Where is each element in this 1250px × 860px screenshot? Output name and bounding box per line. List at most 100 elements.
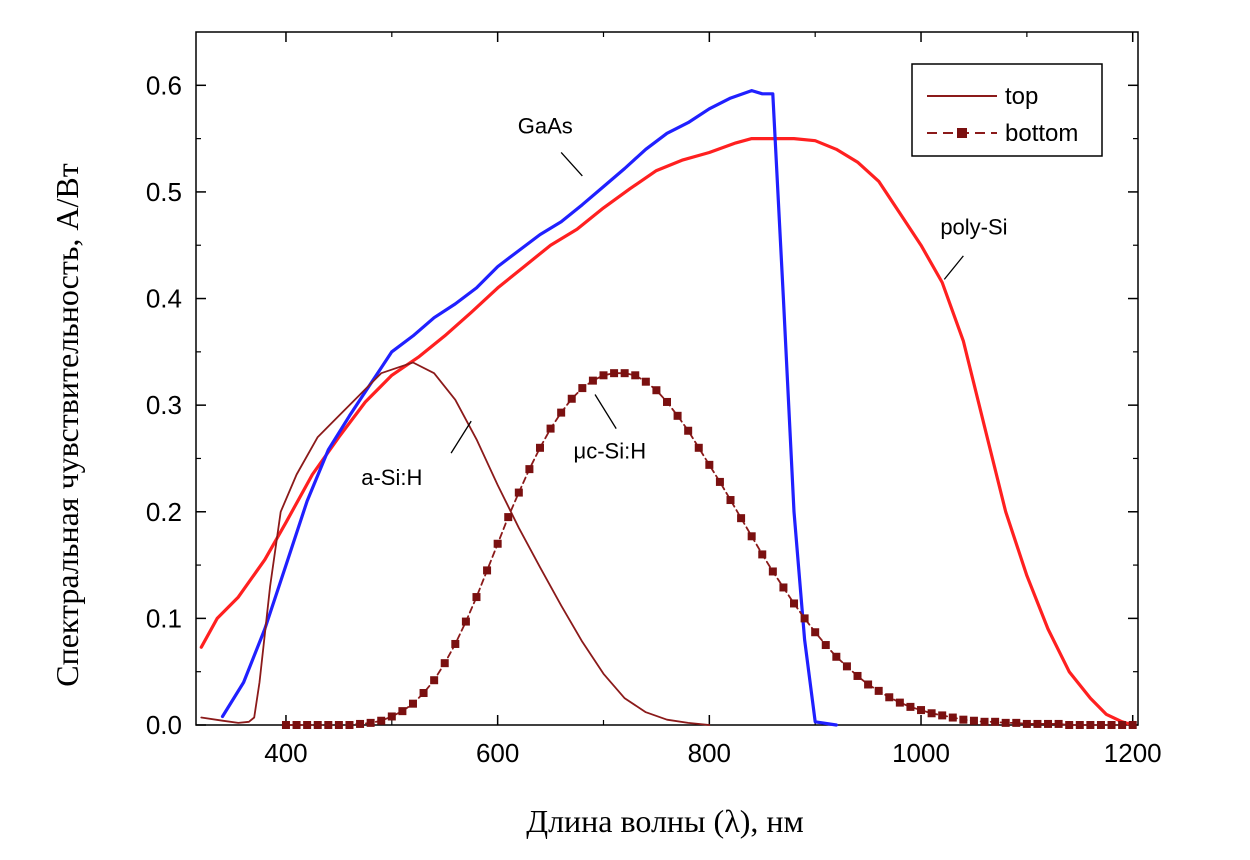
data-point-marker (356, 719, 365, 728)
legend-label-bottom: bottom (1005, 120, 1078, 147)
data-point-marker (610, 369, 619, 378)
y-tick-label: 0.0 (146, 710, 182, 740)
y-tick-label: 0.5 (146, 177, 182, 207)
data-point-marker (408, 699, 417, 708)
data-point-marker (663, 397, 671, 406)
data-point-marker (535, 443, 544, 452)
data-point-marker (588, 376, 597, 385)
data-point-marker (557, 408, 566, 417)
plot-area (195, 31, 1139, 726)
data-point-marker (885, 693, 894, 702)
data-point-marker (472, 593, 481, 602)
data-point-marker (377, 716, 386, 725)
annotation-label: μc-Si:H (574, 438, 647, 463)
data-point-marker (504, 513, 513, 522)
data-point-marker (525, 465, 534, 474)
data-point-marker (281, 721, 290, 729)
annotation-label: GaAs (518, 113, 573, 138)
y-tick-label: 0.2 (146, 497, 182, 527)
annotation-pointer (943, 255, 964, 280)
legend-label-top: top (1005, 83, 1038, 110)
data-point-marker (726, 496, 735, 505)
y-tick-label: 0.6 (146, 70, 182, 100)
plot-frame (195, 31, 1139, 726)
data-point-marker (514, 488, 523, 497)
data-point-marker (906, 702, 915, 711)
data-point-marker (832, 652, 841, 661)
data-point-marker (652, 386, 661, 395)
x-tick-label: 600 (476, 738, 519, 768)
data-point-marker (1022, 719, 1031, 728)
data-point-marker (768, 567, 777, 576)
data-point-marker (1033, 719, 1042, 728)
data-point-marker (599, 371, 608, 380)
data-point-marker (842, 662, 851, 671)
x-tick-label: 1000 (892, 738, 950, 768)
data-point-marker (546, 424, 555, 433)
data-point-marker (715, 477, 724, 486)
data-point-marker (334, 721, 343, 729)
data-point-marker (578, 384, 587, 393)
data-point-marker (1096, 721, 1105, 729)
data-point-marker (1075, 721, 1084, 729)
data-point-marker (758, 550, 767, 559)
data-point-marker (567, 394, 576, 403)
data-point-marker (917, 706, 926, 715)
data-point-marker (747, 532, 756, 541)
data-point-marker (419, 689, 428, 698)
data-point-marker (451, 639, 460, 648)
data-point-marker (366, 718, 375, 727)
data-point-marker (779, 583, 788, 592)
data-point-marker (673, 411, 682, 420)
data-point-marker (641, 377, 650, 386)
series-line-poly-si (199, 137, 1135, 727)
data-point-marker (821, 641, 830, 650)
data-point-marker (705, 460, 714, 469)
x-tick-label: 400 (264, 738, 307, 768)
annotation-label: poly-Si (940, 215, 1007, 240)
legend-box (911, 63, 1103, 157)
data-point-marker (1054, 719, 1063, 728)
data-point-marker (430, 676, 439, 685)
data-point-marker (398, 707, 407, 716)
x-axis-title: Длина волны (λ), нм (526, 803, 804, 839)
data-point-marker (1065, 721, 1074, 729)
data-point-marker (620, 369, 629, 378)
data-point-marker (684, 426, 693, 435)
series-line-gaas (220, 88, 838, 727)
data-point-marker (737, 514, 746, 523)
y-tick-label: 0.4 (146, 284, 182, 314)
legend-bottom-marker (957, 128, 967, 138)
data-point-marker (461, 617, 470, 626)
data-point-marker (1118, 721, 1127, 729)
legend: top bottom (911, 63, 1103, 157)
y-tick-label: 0.3 (146, 390, 182, 420)
data-point-marker (292, 721, 301, 729)
axis-ticks: 400 600 800 1000 1200 0.0 0.1 0.2 0.3 0.4 0.5 0.6 (146, 32, 1162, 768)
data-point-marker (927, 709, 936, 718)
data-point-marker (790, 599, 799, 608)
data-point-marker (991, 717, 1000, 726)
annotation-pointer (450, 420, 472, 454)
data-point-marker (864, 680, 873, 689)
data-point-marker (980, 717, 989, 726)
data-point-marker (303, 721, 312, 729)
data-point-marker (313, 721, 322, 729)
data-point-marker (800, 614, 809, 623)
data-point-marker (440, 659, 449, 668)
data-point-marker (948, 713, 957, 722)
data-point-marker (324, 721, 333, 729)
x-tick-label: 1200 (1104, 738, 1162, 768)
data-point-marker (1128, 721, 1137, 729)
data-point-marker (345, 721, 354, 729)
data-point-marker (874, 686, 883, 695)
data-point-marker (694, 443, 703, 452)
data-point-marker (1107, 721, 1116, 729)
series-line-uc-si-h (285, 372, 1134, 726)
data-point-marker (631, 371, 640, 380)
annotations: GaAs poly-Si a-Si:H μc-Si:H (361, 113, 1007, 490)
series-group (199, 88, 1137, 729)
data-point-marker (969, 716, 978, 725)
data-point-marker (493, 539, 502, 548)
